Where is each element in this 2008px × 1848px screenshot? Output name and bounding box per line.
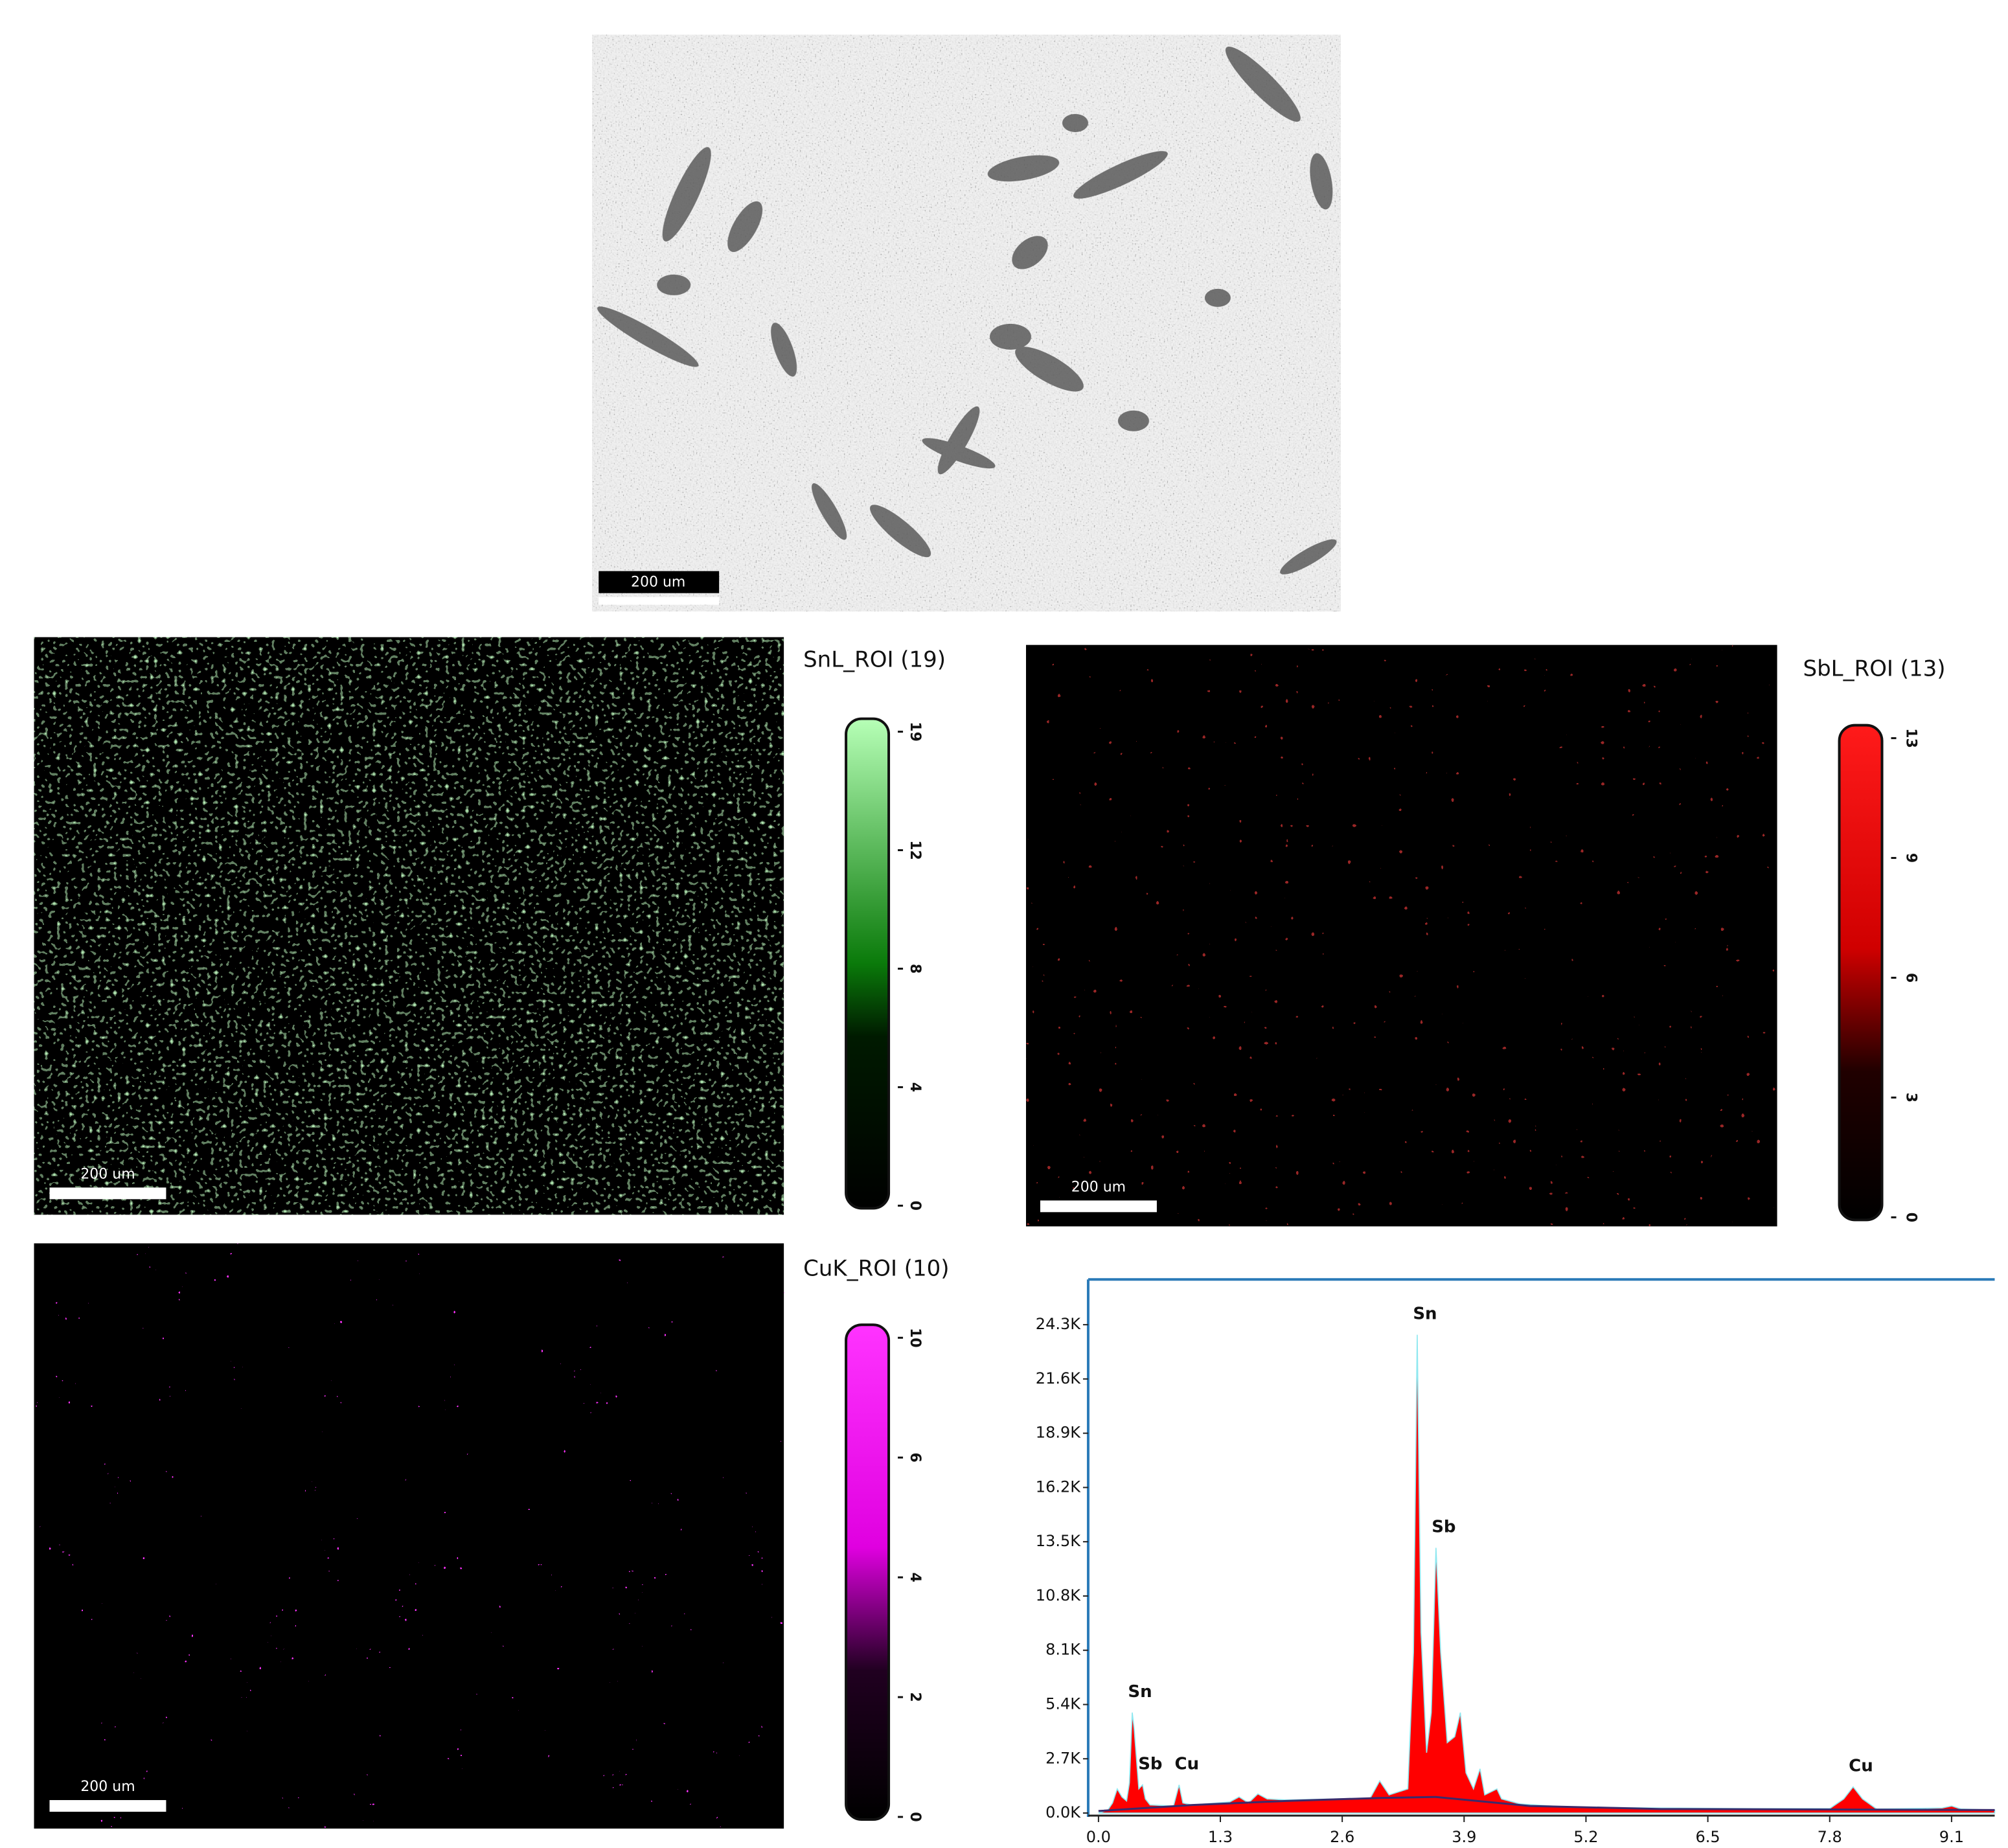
colorbar-tick-label: 13 <box>1903 728 1919 748</box>
phase <box>1225 46 1301 122</box>
colorbar <box>845 717 891 1210</box>
spectrum: 0.0K 2.7K 5.4K 8.1K 10.8K 13.5K 16.2K 18.9K 21.6… <box>1036 1278 1996 1846</box>
phase <box>987 155 1060 182</box>
colorbar <box>845 1323 891 1821</box>
background-line <box>1098 1796 1995 1812</box>
colorbar-tick-label: 0 <box>907 1812 923 1821</box>
phase <box>1204 288 1231 307</box>
colorbar-tick-label: 19 <box>907 722 923 742</box>
colorbar-tick-label: 4 <box>907 1572 923 1582</box>
peak-label: Sb <box>1138 1755 1162 1774</box>
colorbar-tick-label: 2 <box>907 1692 923 1702</box>
y-tick-label: 10.8K <box>1036 1586 1081 1604</box>
peak-label: Sn <box>1413 1305 1437 1324</box>
map-title: CuK_ROI (10) <box>803 1255 949 1281</box>
map-title: SbL_ROI (13) <box>1803 656 1946 682</box>
scale-bar-box <box>599 571 720 593</box>
phase <box>1062 113 1088 132</box>
phase <box>662 147 711 242</box>
peak-label: Sn <box>1128 1682 1152 1702</box>
sem-image: 200 um <box>592 34 1341 611</box>
peak-label: Cu <box>1849 1757 1873 1776</box>
y-tick-label: 21.6K <box>1036 1369 1081 1387</box>
phase <box>597 306 699 367</box>
y-tick-label: 13.5K <box>1036 1532 1081 1550</box>
phase <box>869 505 931 558</box>
x-tick-label: 3.9 <box>1452 1828 1476 1846</box>
y-tick-label: 8.1K <box>1045 1641 1081 1659</box>
colorbar-tick-label: 6 <box>1903 973 1919 983</box>
y-tick-label: 24.3K <box>1036 1315 1081 1333</box>
x-tick-label: 0.0 <box>1086 1828 1111 1846</box>
y-tick-label: 16.2K <box>1036 1477 1081 1496</box>
sem-texture <box>592 34 1341 611</box>
scale-bar <box>49 1187 166 1200</box>
colorbar-tick-label: 8 <box>907 964 923 974</box>
scale-bar-label: 200 um <box>631 575 685 591</box>
map-texture <box>1025 645 1777 1227</box>
colorbar-tick-label: 3 <box>1903 1093 1919 1102</box>
phase <box>1310 153 1333 210</box>
map-title: SnL_ROI (19) <box>803 647 946 673</box>
map-texture <box>34 637 784 1215</box>
x-tick-label: 2.6 <box>1330 1828 1354 1846</box>
spectrum-area <box>1098 1334 1996 1814</box>
scale-bar <box>1040 1200 1157 1213</box>
x-tick-label: 9.1 <box>1939 1828 1964 1846</box>
phase <box>1073 151 1168 199</box>
colorbar-tick-label: 6 <box>907 1453 923 1463</box>
y-tick-label: 18.9K <box>1036 1424 1081 1442</box>
x-tick-label: 6.5 <box>1696 1828 1720 1846</box>
colorbar-tick-label: 0 <box>907 1201 923 1211</box>
phase <box>771 323 797 377</box>
scale-bar-label: 200 um <box>1071 1179 1126 1195</box>
element-maps: 200 um SnL_ROI (19) 0 4 8 12 19 200 um SbL_ROI (… <box>34 637 1946 1829</box>
x-tick-label: 5.2 <box>1573 1828 1598 1846</box>
scale-bar <box>599 597 720 605</box>
colorbar-tick-label: 4 <box>907 1082 923 1092</box>
x-tick-label: 1.3 <box>1208 1828 1233 1846</box>
element-map: 200 um CuK_ROI (10) 0 2 4 6 10 <box>34 1243 950 1829</box>
scale-bar-label: 200 um <box>80 1779 135 1795</box>
x-tick-label: 7.8 <box>1818 1828 1842 1846</box>
element-map: 200 um SnL_ROI (19) 0 4 8 12 19 <box>34 637 946 1215</box>
y-tick-label: 2.7K <box>1045 1749 1081 1767</box>
sem-phases <box>597 46 1337 575</box>
peak-label: Sb <box>1432 1517 1455 1536</box>
colorbar-tick-label: 10 <box>907 1328 923 1348</box>
colorbar-tick-label: 0 <box>1903 1213 1919 1222</box>
phase <box>990 323 1031 350</box>
map-texture <box>34 1243 784 1829</box>
colorbar <box>1838 724 1884 1222</box>
phase <box>657 274 691 295</box>
element-map: 200 um SbL_ROI (13) 0 3 6 9 13 <box>1025 645 1946 1227</box>
phase <box>727 201 763 253</box>
peak-label: Cu <box>1175 1755 1200 1774</box>
phase <box>1280 539 1337 575</box>
y-tick-label: 5.4K <box>1045 1694 1081 1713</box>
colorbar-tick-label: 9 <box>1903 853 1919 863</box>
colorbar-tick-label: 12 <box>907 840 923 860</box>
phase <box>922 438 996 469</box>
phase <box>1012 236 1048 269</box>
scale-bar-label: 200 um <box>80 1166 135 1182</box>
phase <box>1015 347 1084 392</box>
scale-bar <box>49 1800 166 1812</box>
phase <box>812 483 847 540</box>
y-tick-label: 0.0K <box>1045 1803 1081 1821</box>
phase <box>1117 410 1149 431</box>
